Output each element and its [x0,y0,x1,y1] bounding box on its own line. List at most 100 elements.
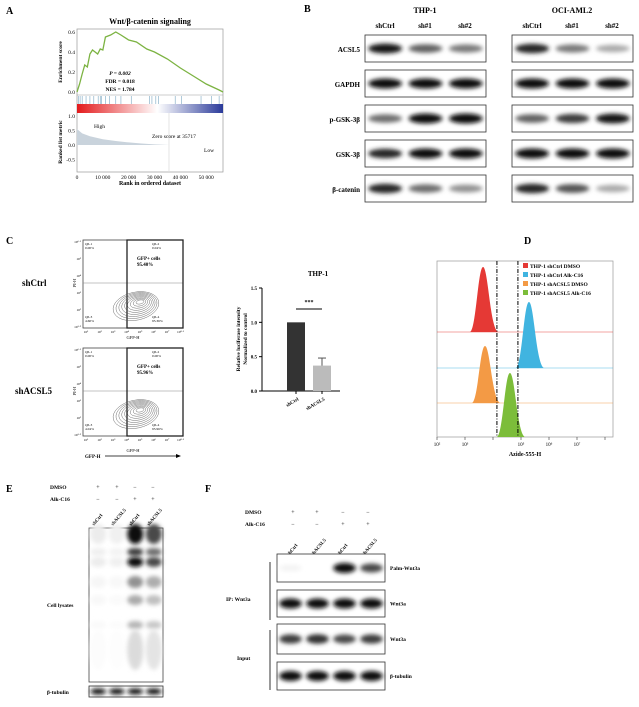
gfp-positive-label: GFP+ cells 95.40% [137,257,160,268]
metric-axis-label: Ranked list metric [58,120,64,164]
x-axis-label: Rank in ordered dataset [119,181,181,187]
gfp-positive-label: GFP+ cells 95.96% [137,365,160,376]
band [448,148,483,159]
contour [121,402,154,423]
legend-label: THP-1 shCtrl Alk-C16 [530,273,583,279]
treatment-sign: + [133,497,137,503]
high-label: High [94,124,105,130]
western-blot-e: DMSO + + − −Alk-C16− − + +shCtrl shACSL5 shCtrl sh… [47,485,164,698]
lane-label: shACSL5 [111,508,128,527]
protein-label: Palm-Wnt3a [390,566,420,572]
legend-swatch [523,290,528,295]
panel-label-d: D [524,236,531,247]
quadrant-percent: 4.60% [85,319,94,323]
lysate-band [127,576,144,588]
band [333,598,356,609]
x-tick: 10⁴ [124,438,130,442]
contour [135,407,145,413]
treatment-sign: − [115,497,119,503]
x-tick: 10⁸·¹ [177,438,184,442]
band [306,671,329,681]
band [127,688,144,695]
es-tick: 0.0 [68,90,75,96]
lysate-band [127,595,144,605]
lysate-band [127,548,144,556]
y-tick: 10¹·⁵ [74,433,82,437]
treatment-sign: − [341,510,345,516]
contour [135,299,145,305]
bar-shCtrl [287,322,305,391]
lane-label: sh#1 [418,22,432,30]
band [515,183,550,194]
panel-label-a: A [6,6,14,17]
x-tick: 10³ [111,438,116,442]
x-tick: shACSL5 [306,397,327,412]
x-axis-label: GFP-H [126,448,140,453]
band [515,43,550,54]
lane-label: sh#2 [458,22,472,30]
x-tick: 10¹ [84,330,89,334]
protein-label: Wnt3a [390,637,406,643]
band [368,114,403,123]
contour [112,291,160,321]
band [279,564,302,572]
band [360,671,383,681]
y-tick: 10⁵ [76,365,82,369]
quadrant-percent: 0.00% [85,354,94,358]
cell-line-label: OCI-AML2 [552,6,592,15]
quadrant-percent: 95.96% [152,427,163,431]
band [555,44,590,53]
x-tick: 10⁸·¹ [177,330,184,334]
band [448,184,483,193]
band [595,184,630,193]
rank-color-bar [77,104,223,113]
x-tick: 10² [97,330,102,334]
contour [115,292,158,319]
band [279,671,302,681]
quadrant-percent: 0.04% [152,246,161,250]
treatment-sign: + [366,522,370,528]
contour [124,295,152,313]
lysate-band [108,621,125,629]
x-tick: 10³ [462,442,469,448]
lysate-band [145,557,162,567]
treatment-label: DMSO [245,510,262,516]
metric-tick: 0.5 [68,129,75,135]
x-tick: 10⁶ [151,330,157,334]
band [108,688,125,695]
band [555,184,590,193]
y-tick: 10² [76,308,81,312]
flow-plot-frame [82,347,184,437]
lysate-band [90,548,107,556]
significance-label: *** [305,300,314,306]
treatment-label: Alk-C16 [50,497,70,503]
gsea-title: Wnt/β-catenin signaling [109,17,191,26]
sample-label: shCtrl [22,278,47,288]
gfp-gate [126,239,184,329]
x-tick: 10⁵ [138,330,144,334]
lysate-band [145,548,162,556]
y-tick: 10² [76,416,81,420]
band [448,44,483,53]
treatment-sign: + [341,522,345,528]
contour [115,400,158,427]
quadrant-percent: 0.00% [152,354,161,358]
p-value: P = 0.002 [109,71,131,77]
lysate-band [145,524,162,544]
lysate-band [108,557,125,567]
low-label: Low [204,148,214,154]
band [515,148,550,159]
lysate-band [90,557,107,567]
lysate-band [127,524,144,544]
treatment-sign: + [315,510,319,516]
contour [132,298,146,307]
loading-control-label: β-tubulin [47,690,69,696]
lysate-band [145,621,162,629]
band [448,78,483,89]
lysate-band [108,595,125,605]
lysate-band [108,524,125,544]
x-tick: 10³ [111,330,116,334]
band [360,634,383,644]
metric-tick: 0.0 [68,143,75,149]
histogram-peak [470,267,499,332]
